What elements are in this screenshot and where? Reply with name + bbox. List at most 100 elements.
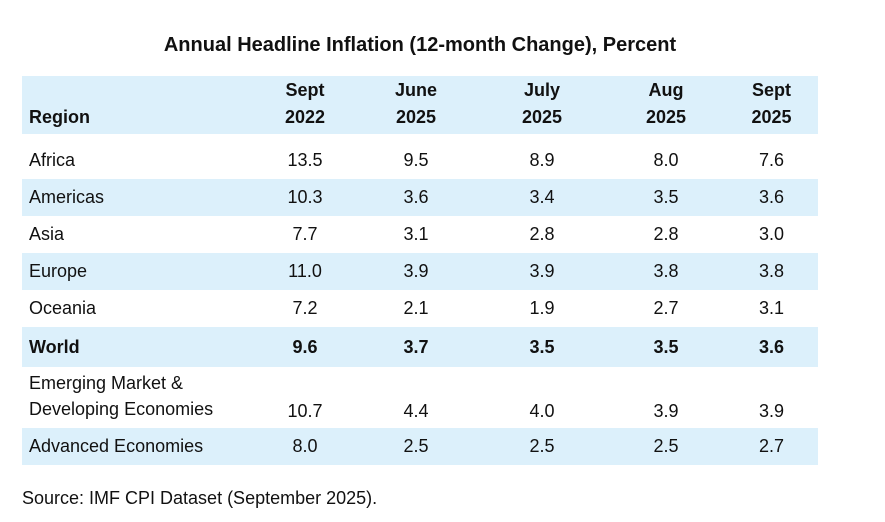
region-cell: Americas [22, 179, 255, 216]
value-text: 8.9 [529, 150, 555, 170]
region-label: Americas [29, 187, 105, 207]
value-text: 4.4 [403, 401, 429, 421]
value-cell: 3.0 [725, 216, 818, 253]
value-text: 2.8 [653, 224, 679, 244]
value-cell: 9.6 [255, 327, 355, 367]
value-cell: 3.9 [355, 253, 477, 290]
value-cell: 3.9 [477, 253, 607, 290]
value-cell: 13.5 [255, 134, 355, 179]
value-cell: 2.8 [477, 216, 607, 253]
value-cell: 3.5 [607, 179, 725, 216]
value-cell: 3.5 [477, 327, 607, 367]
value-text: 3.4 [529, 187, 555, 207]
table-row: Emerging Market & Developing Economies 10… [22, 367, 818, 428]
region-cell: Europe [22, 253, 255, 290]
header-line: Aug [648, 80, 684, 100]
value-text: 2.5 [653, 436, 679, 456]
value-cell: 2.5 [477, 428, 607, 465]
header-row: Region Sept 2022 June 2025 July 2025 Aug 2025 Sep… [22, 76, 818, 134]
value-text: 9.5 [403, 150, 429, 170]
value-cell: 2.5 [355, 428, 477, 465]
source-note: Source: IMF CPI Dataset (September 2025)… [22, 488, 378, 508]
region-label: Advanced Economies [29, 436, 204, 456]
value-cell: 3.6 [355, 179, 477, 216]
value-cell: 4.0 [477, 367, 607, 428]
column-header: Sept 2022 [255, 76, 355, 134]
region-cell: Africa [22, 134, 255, 179]
table-row: Oceania 7.2 2.1 1.9 2.7 3.1 [22, 290, 818, 327]
region-cell: Oceania [22, 290, 255, 327]
inflation-table: Region Sept 2022 June 2025 July 2025 Aug 2025 Sep… [22, 76, 818, 465]
value-text: 3.5 [653, 336, 679, 357]
header-line: 2025 [395, 107, 437, 127]
header-line: June [394, 80, 437, 100]
header-line: Sept [285, 80, 325, 100]
value-cell: 10.3 [255, 179, 355, 216]
value-cell: 2.7 [725, 428, 818, 465]
value-cell: 3.9 [725, 367, 818, 428]
value-cell: 8.0 [255, 428, 355, 465]
value-text: 7.2 [292, 298, 318, 318]
value-text: 3.9 [529, 261, 555, 281]
value-text: 2.7 [653, 298, 679, 318]
value-cell: 8.0 [607, 134, 725, 179]
table-row: World 9.6 3.7 3.5 3.5 3.6 [22, 327, 818, 367]
region-cell: Asia [22, 216, 255, 253]
header-line: Region [29, 107, 90, 127]
column-header: Sept 2025 [725, 76, 818, 134]
value-text: 3.9 [758, 401, 785, 421]
region-cell: Emerging Market & Developing Economies [22, 367, 255, 428]
table-row: Americas 10.3 3.6 3.4 3.5 3.6 [22, 179, 818, 216]
value-text: 3.8 [758, 261, 785, 281]
table-row: Asia 7.7 3.1 2.8 2.8 3.0 [22, 216, 818, 253]
header-line: 2022 [284, 107, 326, 127]
header-line: Sept [751, 80, 791, 100]
value-cell: 3.1 [355, 216, 477, 253]
value-text: 8.0 [653, 150, 679, 170]
value-text: 2.5 [403, 436, 429, 456]
header-line: July [523, 80, 561, 100]
header-line: 2025 [521, 107, 563, 127]
value-text: 3.0 [758, 224, 785, 244]
value-text: 10.3 [287, 187, 323, 207]
value-text: 3.9 [403, 261, 429, 281]
value-text: 10.7 [287, 401, 323, 421]
value-cell: 3.6 [725, 327, 818, 367]
column-header: July 2025 [477, 76, 607, 134]
table-row: Europe 11.0 3.9 3.9 3.8 3.8 [22, 253, 818, 290]
value-text: 9.6 [292, 336, 318, 357]
value-cell: 8.9 [477, 134, 607, 179]
value-cell: 2.8 [607, 216, 725, 253]
value-text: 7.6 [758, 150, 785, 170]
region-label: Emerging Market & Developing Economies [29, 373, 214, 419]
region-label: World [29, 336, 80, 357]
table-header: Region Sept 2022 June 2025 July 2025 Aug 2025 Sep… [22, 76, 818, 134]
value-cell: 3.1 [725, 290, 818, 327]
value-cell: 11.0 [255, 253, 355, 290]
region-label: Europe [29, 261, 88, 281]
value-cell: 3.5 [607, 327, 725, 367]
value-text: 3.5 [653, 187, 679, 207]
value-text: 3.1 [758, 298, 785, 318]
value-text: 3.6 [758, 187, 785, 207]
value-cell: 3.4 [477, 179, 607, 216]
region-label: Asia [29, 224, 65, 244]
value-text: 4.0 [529, 401, 555, 421]
value-text: 3.9 [653, 401, 679, 421]
value-cell: 1.9 [477, 290, 607, 327]
value-text: 3.8 [653, 261, 679, 281]
column-header: Aug 2025 [607, 76, 725, 134]
value-text: 13.5 [287, 150, 323, 170]
header-line: 2025 [645, 107, 687, 127]
column-header: Region [22, 76, 255, 134]
table-row: Africa 13.5 9.5 8.9 8.0 7.6 [22, 134, 818, 179]
value-cell: 7.7 [255, 216, 355, 253]
value-cell: 9.5 [355, 134, 477, 179]
value-cell: 3.9 [607, 367, 725, 428]
region-cell: Advanced Economies [22, 428, 255, 465]
value-text: 2.5 [529, 436, 555, 456]
value-text: 3.7 [403, 336, 429, 357]
value-cell: 2.1 [355, 290, 477, 327]
value-cell: 3.8 [725, 253, 818, 290]
